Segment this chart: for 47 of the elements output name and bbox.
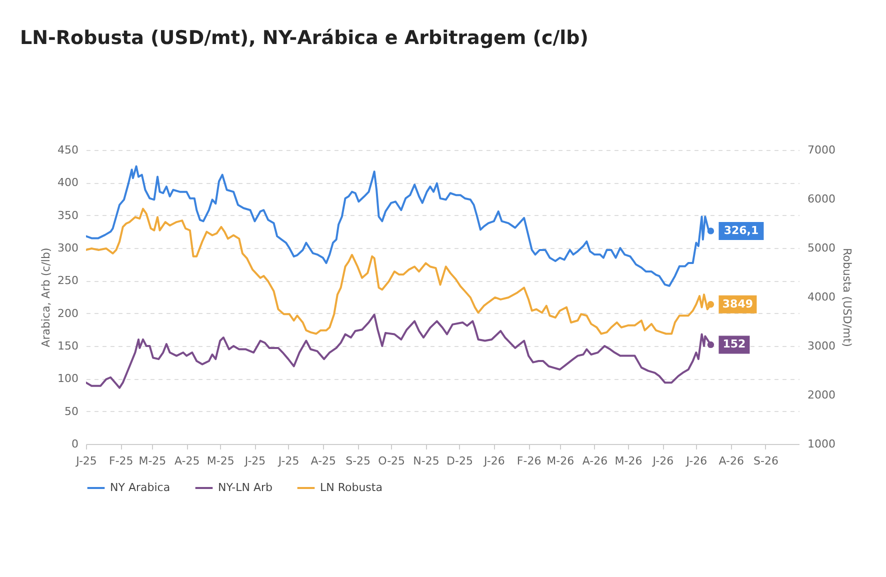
y-tick-label: 450 bbox=[58, 144, 78, 156]
annotation: 326,1 bbox=[724, 224, 759, 237]
y-tick-label: 200 bbox=[58, 306, 78, 320]
x-tick-label: M-26 bbox=[614, 454, 642, 468]
legend-label: LN Robusta bbox=[320, 481, 382, 494]
annotation: 3849 bbox=[722, 297, 754, 310]
x-tick-label: N-25 bbox=[413, 454, 440, 468]
y2-axis-title: Robusta (USD/mt) bbox=[840, 248, 854, 347]
x-tick-label: A-26 bbox=[582, 454, 608, 468]
x-tick-label: J-26 bbox=[482, 454, 505, 468]
y-axis-title: Arabica, Arb (c/lb) bbox=[40, 248, 53, 348]
y-tick-label: 50 bbox=[64, 404, 78, 418]
x-tick-label: M-26 bbox=[546, 454, 574, 468]
y-tick-label: 400 bbox=[58, 176, 78, 190]
y-tick-label: 350 bbox=[58, 208, 78, 222]
x-tick-label: A-25 bbox=[174, 454, 200, 468]
x-tick-label: O-25 bbox=[378, 454, 406, 468]
x-tick-label: J-26 bbox=[652, 454, 674, 468]
y-tick-label: 0 bbox=[72, 438, 78, 450]
x-tick-label: S-26 bbox=[753, 454, 778, 468]
y2-tick-label: 5000 bbox=[808, 242, 836, 254]
y2-tick-label: 2000 bbox=[808, 388, 836, 402]
x-tick-label: J-25 bbox=[244, 454, 266, 468]
y-tick-label: 300 bbox=[58, 242, 78, 254]
legend-label: NY-LN Arb bbox=[218, 481, 273, 494]
x-tick-label: D-25 bbox=[446, 454, 473, 468]
y-tick-label: 250 bbox=[58, 274, 78, 288]
x-tick-label: F-26 bbox=[516, 454, 542, 468]
x-tick-label: M-25 bbox=[206, 454, 234, 468]
x-tick-label: J-26 bbox=[685, 454, 708, 468]
y2-tick-label: 4000 bbox=[808, 290, 836, 304]
x-tick-label: S-25 bbox=[346, 454, 371, 468]
y-tick-label: 150 bbox=[58, 340, 78, 352]
x-tick-label: A-25 bbox=[310, 454, 336, 468]
x-tick-label: J-25 bbox=[75, 454, 97, 468]
x-tick-label: F-25 bbox=[108, 454, 134, 468]
y2-tick-label: 3000 bbox=[808, 340, 836, 352]
x-tick-label: A-26 bbox=[718, 454, 744, 468]
y-tick-label: 100 bbox=[58, 372, 78, 386]
annotation: 152 bbox=[722, 338, 746, 351]
x-tick-label: M-25 bbox=[138, 454, 166, 468]
y2-tick-label: 1000 bbox=[808, 438, 836, 450]
y2-tick-label: 7000 bbox=[808, 144, 836, 156]
y2-tick-label: 6000 bbox=[808, 192, 836, 206]
chart-title: LN-Robusta (USD/mt), NY-Arábica e Arbitragem (c/lb) bbox=[20, 27, 588, 49]
legend-label: NY Arabica bbox=[110, 481, 170, 494]
x-tick-label: J-25 bbox=[277, 454, 300, 468]
